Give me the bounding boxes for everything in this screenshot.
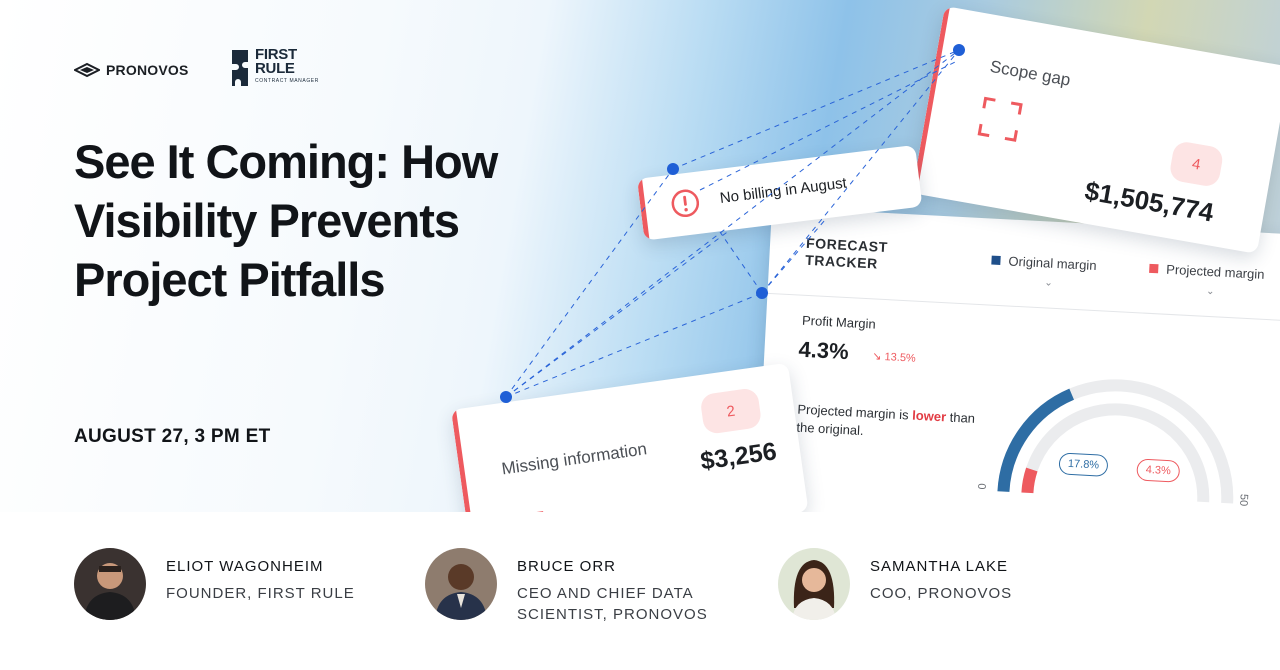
missing-info-title: Missing information <box>500 439 649 479</box>
legend-projected-label: Projected margin <box>1165 261 1265 282</box>
no-billing-title: No billing in August <box>718 174 848 207</box>
firstrule-word-first: FIRST <box>255 46 297 63</box>
gauge-arc-original <box>997 388 1075 492</box>
projected-pct-pill: 4.3% <box>1136 458 1181 483</box>
avatar <box>425 548 497 620</box>
pronovos-logo: PRONOVOS <box>74 62 189 78</box>
gauge-arc-projected <box>1021 467 1038 494</box>
speaker-role: COO, PRONOVOS <box>870 585 1013 602</box>
legend-original-label: Original margin <box>1008 253 1097 274</box>
speaker-name: ELIOT WAGONHEIM <box>166 558 324 575</box>
scope-gap-count: 4 <box>1168 140 1225 189</box>
firstrule-logo: FIRST RULE CONTRACT MANAGER <box>228 46 319 88</box>
gauge-axis-max: 50 <box>1237 493 1250 507</box>
firstrule-subtitle: CONTRACT MANAGER <box>255 77 319 84</box>
profit-margin-delta: ↘ 13.5% <box>872 349 916 364</box>
gauge-track-inner <box>1021 403 1210 503</box>
speaker-name: SAMANTHA LAKE <box>870 558 1009 575</box>
hero-banner: PRONOVOS FIRST RULE CONTRACT MANAGER See… <box>0 0 1280 512</box>
profit-margin-delta-value: 13.5% <box>884 351 917 365</box>
card-accent <box>451 409 477 512</box>
alert-icon <box>671 189 700 218</box>
pronovos-mark-icon <box>74 62 100 78</box>
firstrule-word-rule: RULE <box>255 60 295 78</box>
missing-info-count: 2 <box>699 387 763 435</box>
original-pct-pill: 17.8% <box>1058 452 1109 477</box>
headline: See It Coming: How Visibility Prevents P… <box>74 135 498 306</box>
speaker-name: BRUCE ORR <box>517 558 617 575</box>
legend-projected[interactable]: Projected margin <box>1149 261 1265 282</box>
speaker-role: CEO AND CHIEF DATA SCIENTIST, PRONOVOS <box>517 583 708 625</box>
card-accent <box>912 6 950 194</box>
missing-info-amount: $3,256 <box>698 437 779 476</box>
speaker-role-line: CEO AND CHIEF DATA <box>517 585 694 602</box>
speaker-photo <box>778 548 850 620</box>
trend-down-icon: ↘ <box>872 350 882 363</box>
avatar <box>778 548 850 620</box>
profit-margin-label: Profit Margin <box>801 312 877 332</box>
profit-margin-value: 4.3% <box>797 336 850 365</box>
forecast-tracker-card: FORECAST TRACKER Original margin ⌄ Proje… <box>755 207 1280 512</box>
speaker-role-line: SCIENTIST, PRONOVOS <box>517 606 708 623</box>
speakers-section: ELIOT WAGONHEIM FOUNDER, FIRST RULE BRUC… <box>0 512 1280 670</box>
gauge-axis-min: 0 <box>976 483 989 490</box>
speaker-card: SAMANTHA LAKE COO, PRONOVOS <box>778 548 1012 620</box>
margin-gauge <box>997 379 1234 504</box>
note-lower: lower <box>911 407 947 425</box>
chevron-down-icon[interactable]: ⌄ <box>1044 277 1054 289</box>
chevron-down-icon[interactable]: ⌄ <box>1205 285 1215 298</box>
speaker-photo <box>425 548 497 620</box>
speaker-role: FOUNDER, FIRST RULE <box>166 585 355 602</box>
legend-original[interactable]: Original margin <box>991 253 1097 273</box>
connector-node <box>756 287 768 299</box>
legend-original-swatch <box>991 255 1001 266</box>
speaker-card: BRUCE ORR CEO AND CHIEF DATA SCIENTIST, … <box>425 548 708 625</box>
speaker-photo <box>74 548 146 620</box>
legend-projected-swatch <box>1149 263 1159 274</box>
speaker-card: ELIOT WAGONHEIM FOUNDER, FIRST RULE <box>74 548 355 620</box>
scope-bracket-icon <box>977 96 1023 142</box>
forecast-title: FORECAST TRACKER <box>804 234 889 272</box>
pronovos-wordmark: PRONOVOS <box>106 62 189 78</box>
scope-gap-card[interactable]: Scope gap 4 $1,505,774 <box>912 6 1280 254</box>
margin-note: Projected margin is lower than the origi… <box>796 401 988 447</box>
avatar <box>74 548 146 620</box>
scope-gap-title: Scope gap <box>988 56 1072 90</box>
card-accent <box>637 178 650 241</box>
missing-information-card[interactable]: 2 Missing information $3,256 ? <box>451 362 809 512</box>
note-prefix: Projected margin is <box>797 401 909 423</box>
puzzle-piece-icon <box>232 50 248 86</box>
event-date: AUGUST 27, 3 PM ET <box>74 426 271 447</box>
